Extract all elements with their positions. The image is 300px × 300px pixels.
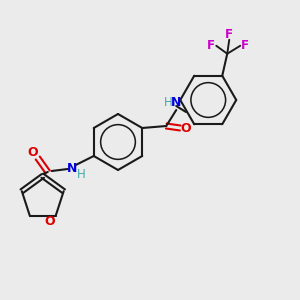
Text: F: F: [241, 39, 249, 52]
Text: N: N: [171, 97, 181, 110]
Text: H: H: [76, 167, 85, 181]
Text: F: F: [207, 39, 215, 52]
Text: O: O: [180, 122, 190, 134]
Text: F: F: [225, 28, 233, 41]
Text: O: O: [27, 146, 38, 160]
Text: O: O: [44, 215, 55, 228]
Text: N: N: [67, 161, 77, 175]
Text: H: H: [164, 97, 172, 110]
